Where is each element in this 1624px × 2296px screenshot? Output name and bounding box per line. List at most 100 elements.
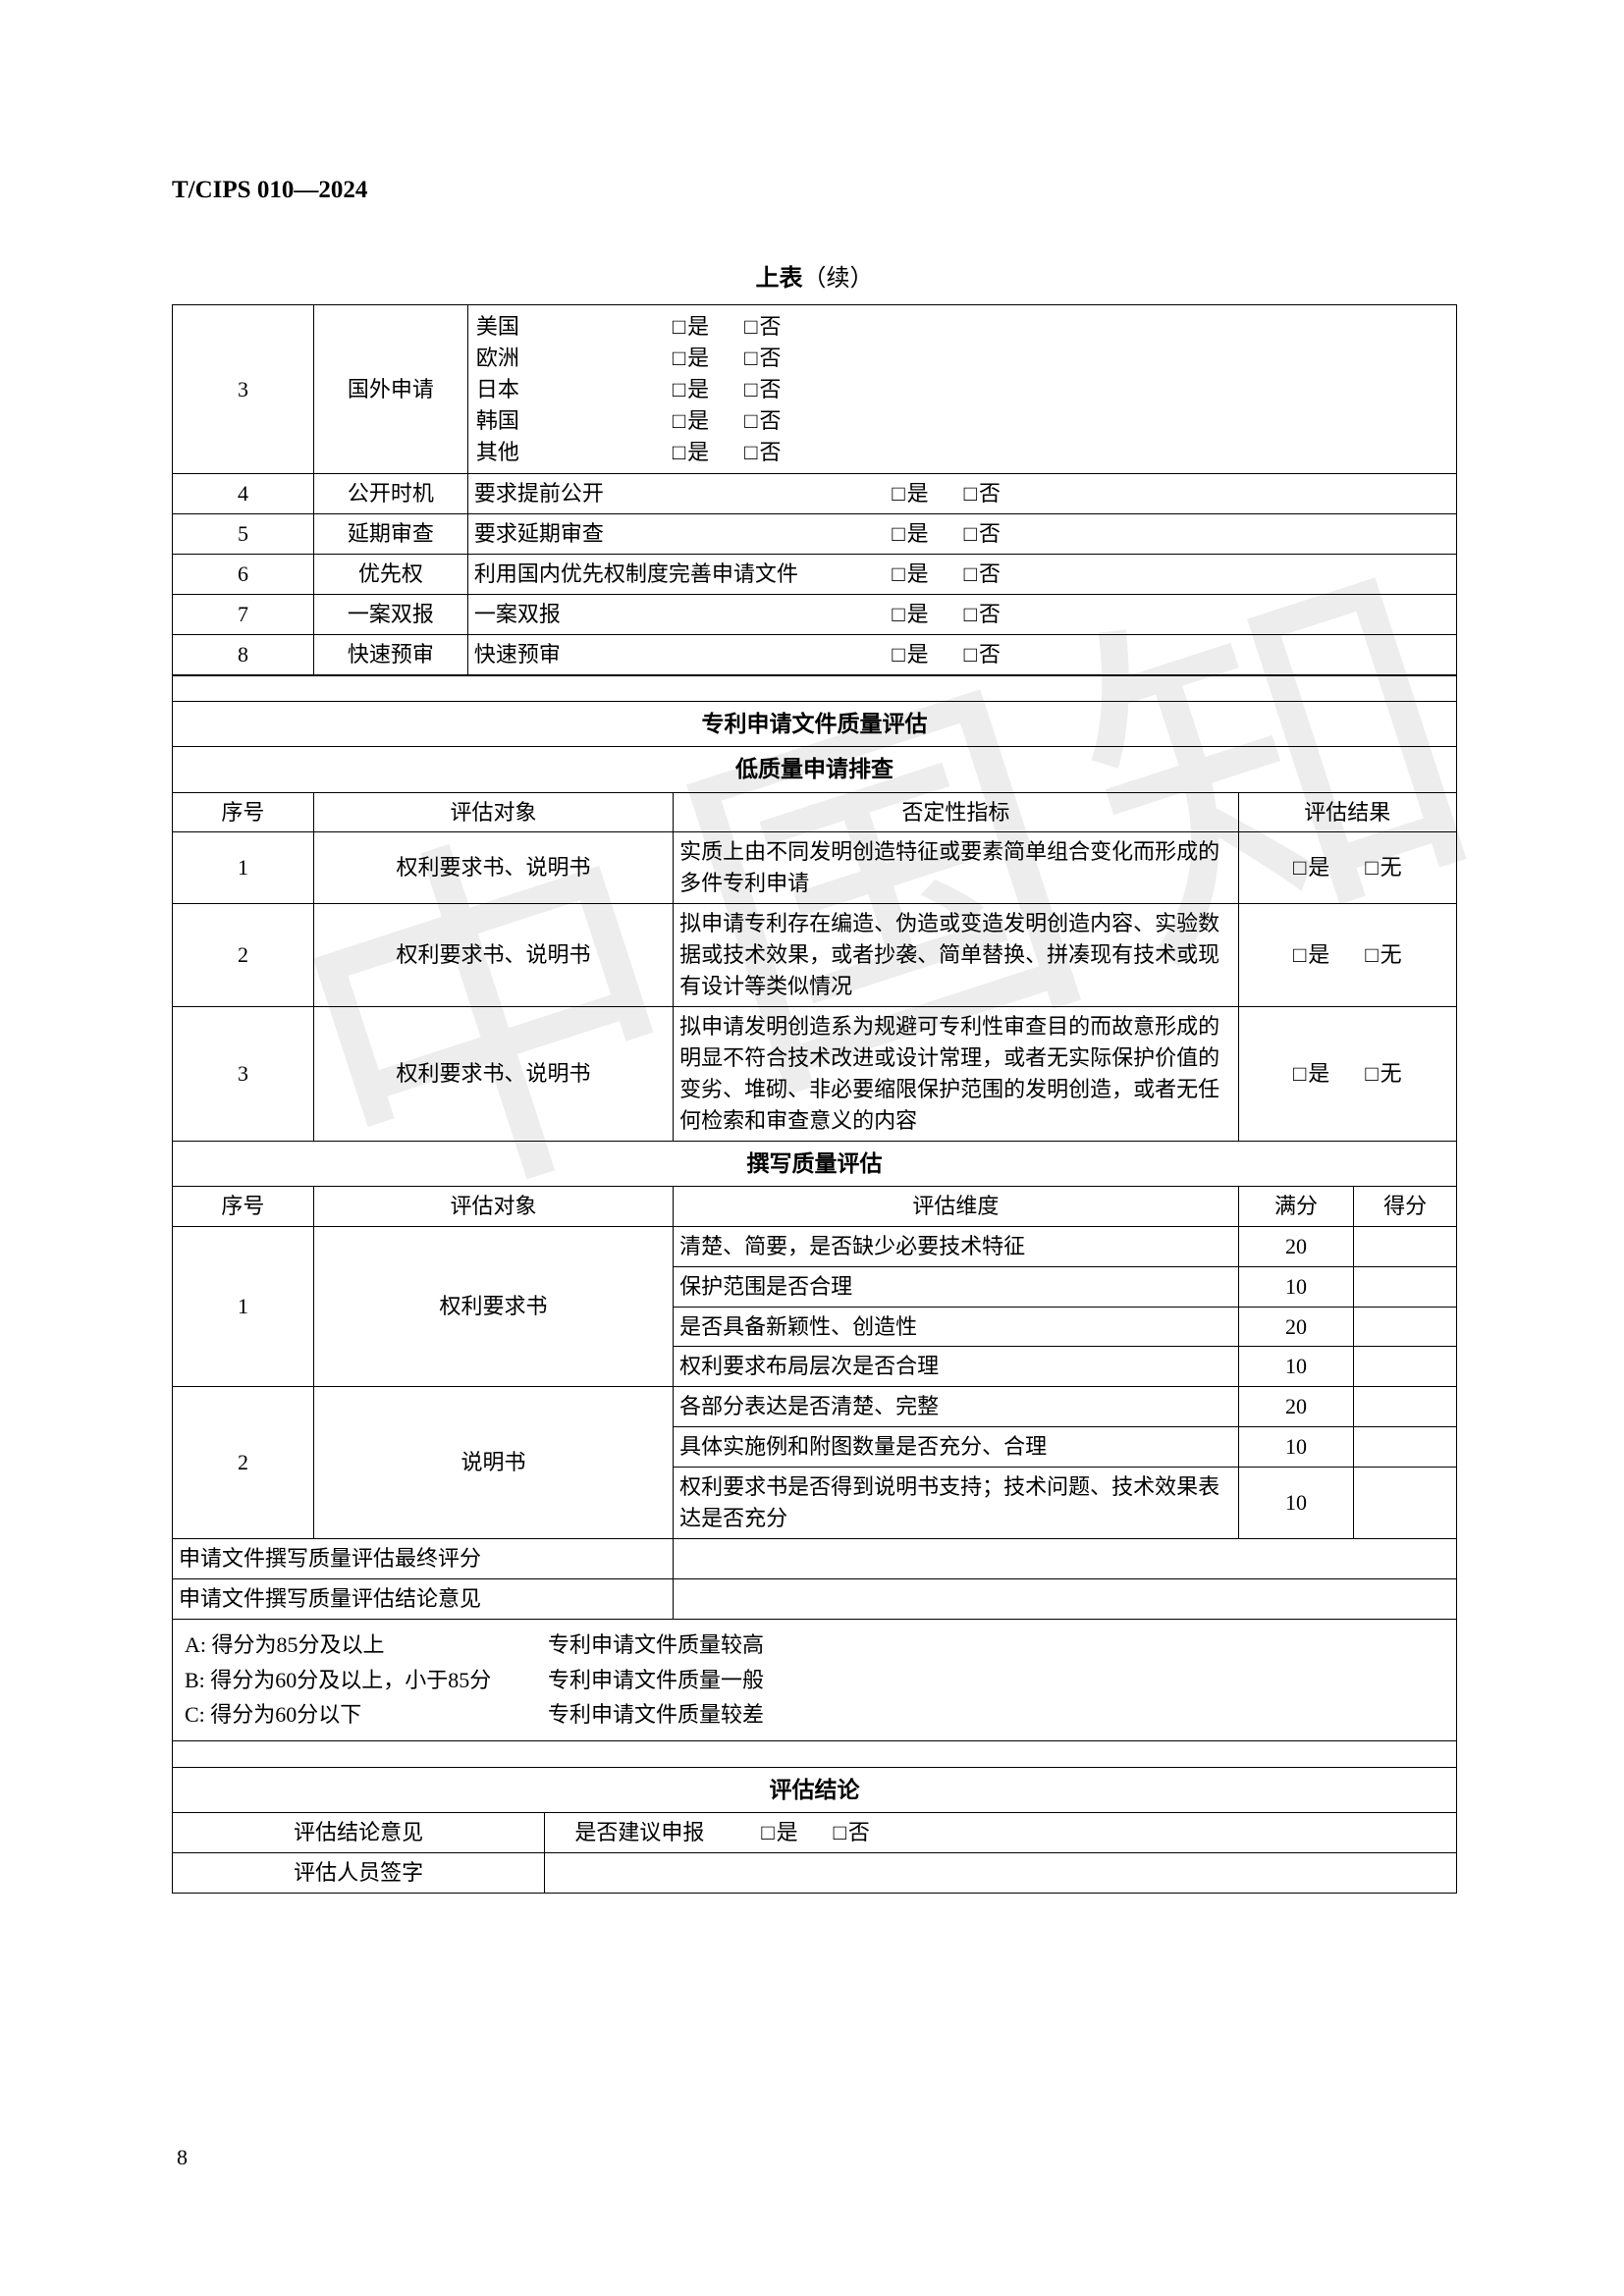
col-header-score: 得分 [1354,1186,1457,1226]
final-opinion-label: 申请文件撰写质量评估结论意见 [173,1578,674,1619]
checkbox-option[interactable]: □是 [761,1817,797,1848]
checkbox-option[interactable]: □无 [1365,852,1401,883]
checkbox-option[interactable]: □无 [1365,1058,1401,1090]
row-content-text: 快速预审 [474,639,887,670]
page-number: 8 [177,2145,188,2170]
final-score-row: 申请文件撰写质量评估最终评分 [173,1538,1457,1578]
checkbox-option[interactable]: □是 [673,437,709,468]
row-dim: 是否具备新颖性、创造性 [674,1307,1239,1347]
table-row: 3 国外申请 美国□是□否欧洲□是□否日本□是□否韩国□是□否其他□是□否 [173,305,1457,474]
row-score[interactable] [1354,1387,1457,1427]
row-content: 要求延期审查 □是□否 [467,514,1456,555]
checkbox-option[interactable]: □否 [964,639,1001,670]
checkbox-icon: □ [744,343,757,374]
checkbox-option[interactable]: □是 [673,405,709,437]
table-row: 4 公开时机 要求提前公开 □是□否 [173,474,1457,514]
checkbox-icon: □ [1365,1058,1378,1090]
col-header-full: 满分 [1238,1186,1354,1226]
row-type: 国外申请 [313,305,467,474]
row-score[interactable] [1354,1226,1457,1266]
checkbox-icon: □ [892,639,904,670]
table-row: 6 优先权 利用国内优先权制度完善申请文件 □是□否 [173,555,1457,595]
checkbox-option[interactable]: □无 [1365,939,1401,971]
row-num: 8 [173,635,314,675]
row-subject: 权利要求书、说明书 [313,832,673,904]
checkbox-option[interactable]: □是 [892,559,928,590]
row-score[interactable] [1354,1266,1457,1307]
checkbox-option[interactable]: □否 [964,518,1001,550]
checkbox-option[interactable]: □是 [892,639,928,670]
legend-desc: 专利申请文件质量较高 [548,1632,764,1657]
country-label: 美国 [476,311,673,343]
final-opinion-value[interactable] [674,1578,1457,1619]
row-content: 利用国内优先权制度完善申请文件 □是 □否 [467,555,1456,595]
section-quality-eval-title: 专利申请文件质量评估 [173,701,1457,746]
checkbox-option[interactable]: □否 [834,1817,870,1848]
checkbox-option[interactable]: □否 [964,559,1001,590]
conclusion-opinion-label: 评估结论意见 [173,1813,545,1853]
checkbox-icon: □ [744,437,757,468]
row-dim: 保护范围是否合理 [674,1266,1239,1307]
row-type: 一案双报 [313,595,467,635]
checkbox-icon: □ [892,478,904,509]
checkbox-icon: □ [964,478,977,509]
checkbox-option[interactable]: □否 [964,599,1001,630]
row-result: □是 □无 [1238,1006,1456,1141]
legend-desc: 专利申请文件质量较差 [548,1702,764,1727]
row-dim: 权利要求书是否得到说明书支持；技术问题、技术效果表达是否充分 [674,1468,1239,1539]
checkbox-option[interactable]: □是 [1293,852,1329,883]
checkbox-option[interactable]: □是 [673,311,709,343]
row-dim: 各部分表达是否清楚、完整 [674,1387,1239,1427]
checkbox-option[interactable]: □否 [744,374,781,405]
checkbox-option[interactable]: □是 [1293,1058,1329,1090]
row-content: 快速预审 □是 □否 [467,635,1456,675]
checkbox-option[interactable]: □否 [744,343,781,374]
checkbox-option[interactable]: □是 [892,518,928,550]
conclusion-suggest-label: 是否建议申报 [574,1817,761,1848]
checkbox-option[interactable]: □是 [1293,939,1329,971]
checkbox-option[interactable]: □是 [673,374,709,405]
row-num: 4 [173,474,314,514]
legend-line: A: 得分为85分及以上专利申请文件质量较高 [185,1628,1444,1663]
row-dim: 清楚、简要，是否缺少必要技术特征 [674,1226,1239,1266]
row-score[interactable] [1354,1427,1457,1468]
checkbox-option[interactable]: □是 [892,478,928,509]
row-content-text: 利用国内优先权制度完善申请文件 [474,559,887,590]
checkbox-option[interactable]: □否 [744,437,781,468]
row-metric: 实质上由不同发明创造特征或要素简单组合变化而形成的多件专利申请 [674,832,1239,904]
checkbox-option[interactable]: □否 [744,405,781,437]
row-metric: 拟申请专利存在编造、伪造或变造发明创造内容、实验数据或技术效果，或者抄袭、简单替… [674,904,1239,1007]
checkbox-option[interactable]: □是 [673,343,709,374]
checkbox-icon: □ [673,405,685,437]
checkbox-icon: □ [744,311,757,343]
row-num: 3 [173,1006,314,1141]
checkbox-option[interactable]: □否 [964,478,1001,509]
row-score[interactable] [1354,1307,1457,1347]
checkbox-icon: □ [1365,939,1378,971]
signature-value[interactable] [545,1853,1457,1894]
col-header-num: 序号 [173,792,314,832]
row-full: 20 [1238,1387,1354,1427]
row-type: 优先权 [313,555,467,595]
country-line: 其他□是 □否 [476,437,1448,468]
row-subject: 权利要求书、说明书 [313,1006,673,1141]
checkbox-icon: □ [673,311,685,343]
country-label: 其他 [476,437,673,468]
table-row: 1 权利要求书、说明书 实质上由不同发明创造特征或要素简单组合变化而形成的多件专… [173,832,1457,904]
row-metric: 拟申请发明创造系为规避可专利性审查目的而故意形成的明显不符合技术改进或设计常理，… [674,1006,1239,1141]
header-standard-code: T/CIPS 010—2024 [172,177,1457,204]
checkbox-icon: □ [1293,852,1306,883]
checkbox-option[interactable]: □是 [892,599,928,630]
row-content-text: 要求提前公开 [474,478,887,509]
legend-grade: B: 得分为60分及以上，小于85分 [185,1665,548,1696]
row-score[interactable] [1354,1468,1457,1539]
final-score-value[interactable] [674,1538,1457,1578]
legend-grade: C: 得分为60分以下 [185,1699,548,1731]
row-subject: 权利要求书、说明书 [313,904,673,1007]
row-full: 10 [1238,1468,1354,1539]
country-label: 日本 [476,374,673,405]
table-write-quality: 撰写质量评估 序号 评估对象 评估维度 满分 得分 1 权利要求书 清楚、简要，… [172,1142,1457,1742]
row-score[interactable] [1354,1347,1457,1387]
signature-label: 评估人员签字 [173,1853,545,1894]
checkbox-option[interactable]: □否 [744,311,781,343]
